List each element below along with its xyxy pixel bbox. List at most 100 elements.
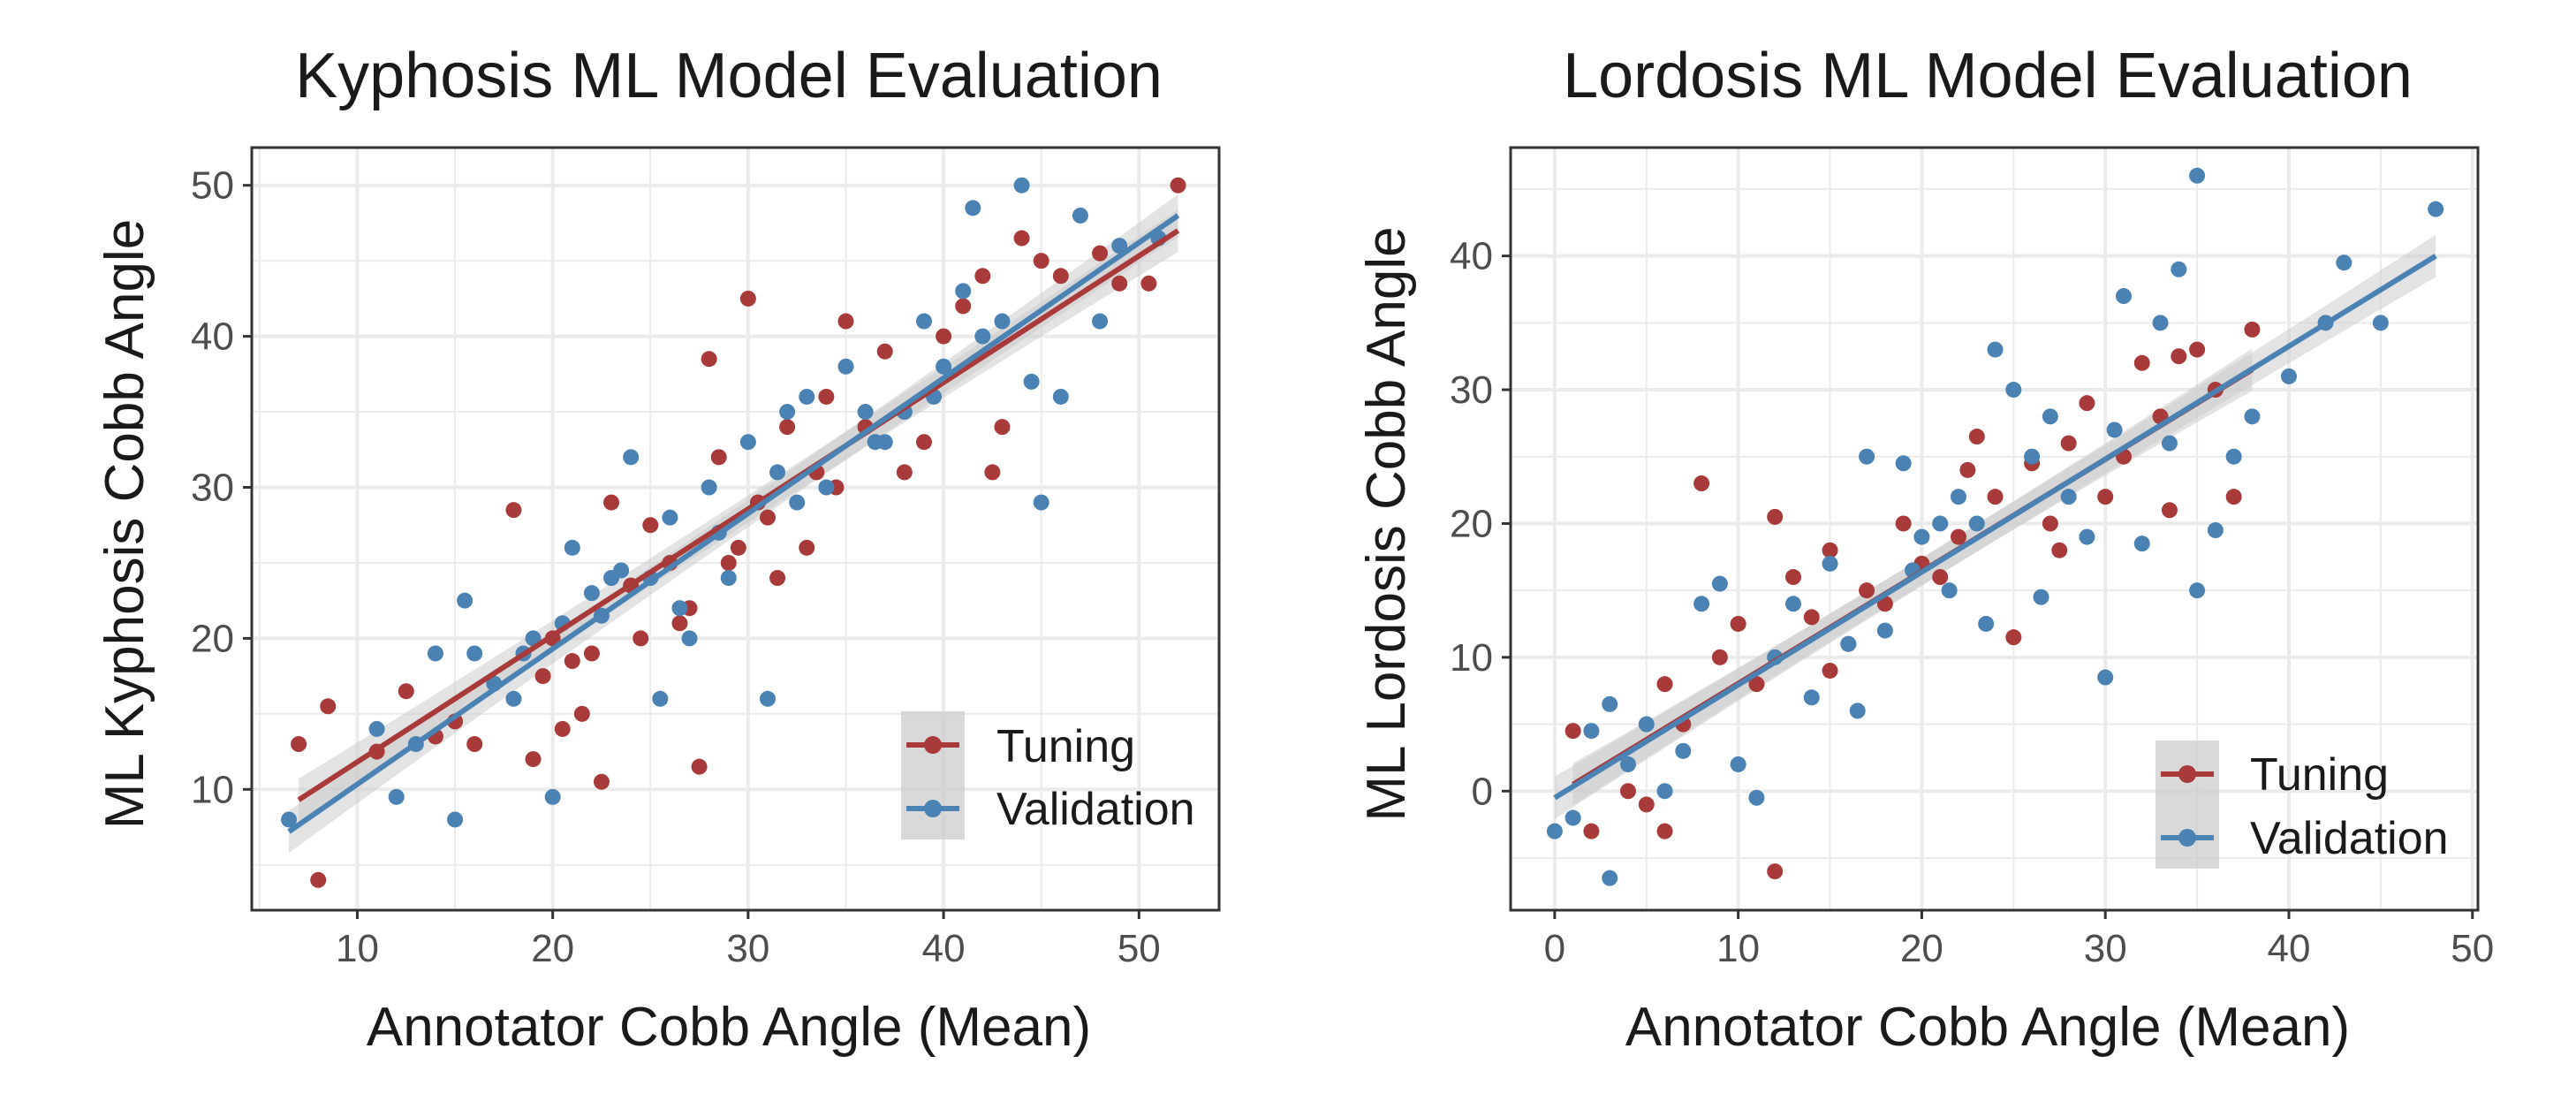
lordosis-point-validation [2115, 288, 2132, 305]
lordosis-point-tuning [2133, 354, 2150, 371]
kyphosis-point-validation [701, 479, 717, 496]
kyphosis-point-validation [720, 570, 737, 587]
kyphosis-point-tuning [603, 494, 620, 511]
lordosis-point-validation [1822, 555, 1838, 572]
lordosis-point-tuning [1859, 582, 1875, 599]
kyphosis-point-tuning [583, 645, 600, 662]
kyphosis-x-tick-label: 50 [1118, 927, 1161, 970]
kyphosis-point-validation [1013, 177, 1030, 194]
kyphosis-point-validation [525, 630, 542, 647]
lordosis-point-tuning [1767, 508, 1784, 525]
kyphosis-point-validation [769, 464, 786, 481]
kyphosis-y-tick-label: 20 [191, 617, 234, 660]
kyphosis-point-tuning [984, 464, 1001, 481]
lordosis-point-validation [2207, 522, 2224, 539]
lordosis-point-validation [2133, 536, 2150, 552]
kyphosis-point-tuning [1013, 230, 1030, 247]
kyphosis-chart-title: Kyphosis ML Model Evaluation [295, 41, 1163, 111]
lordosis-point-validation [1941, 582, 1958, 599]
lordosis-y-tick-label: 30 [1450, 368, 1493, 412]
kyphosis-point-tuning [1140, 275, 1157, 292]
kyphosis-y-tick-label: 50 [191, 164, 234, 208]
kyphosis-point-validation [457, 592, 474, 609]
kyphosis-point-validation [818, 479, 835, 496]
kyphosis-point-tuning [505, 502, 522, 519]
lordosis-point-validation [2280, 368, 2297, 384]
lordosis-point-validation [2336, 254, 2352, 271]
lordosis-x-tick-label: 0 [1544, 927, 1565, 970]
lordosis-point-tuning [2189, 341, 2206, 358]
kyphosis-point-tuning [1170, 177, 1186, 194]
kyphosis-point-validation [466, 645, 483, 662]
lordosis-legend-validation: Validation [2250, 813, 2449, 864]
kyphosis-point-tuning [525, 751, 542, 768]
kyphosis-x-tick-label: 20 [531, 927, 574, 970]
lordosis-point-validation [2225, 448, 2242, 465]
kyphosis-plot-panel: 10 20 30 40 50 10 20 30 40 50 [191, 146, 1221, 970]
kyphosis-point-tuning [671, 615, 688, 632]
kyphosis-legend-key-point-validation [924, 800, 942, 817]
kyphosis-point-validation [681, 630, 698, 647]
kyphosis-point-tuning [320, 698, 337, 715]
lordosis-point-tuning [1822, 542, 1838, 558]
kyphosis-point-validation [1111, 238, 1128, 254]
kyphosis-point-tuning [642, 517, 659, 534]
kyphosis-point-tuning [955, 298, 972, 315]
lordosis-point-tuning [1748, 676, 1765, 693]
lordosis-point-tuning [1950, 528, 1966, 545]
lordosis-point-tuning [2097, 489, 2114, 505]
lordosis-point-tuning [1987, 489, 2004, 505]
kyphosis-point-validation [447, 811, 464, 828]
kyphosis-fit-line-validation [287, 213, 1180, 834]
kyphosis-y-tick-label: 10 [191, 768, 234, 811]
kyphosis-point-tuning [1092, 245, 1109, 262]
kyphosis-legend-tuning: Tuning [996, 721, 1135, 772]
kyphosis-point-validation [388, 788, 405, 805]
kyphosis-y-tick-label: 30 [191, 467, 234, 510]
kyphosis-point-validation [505, 690, 522, 707]
kyphosis-point-validation [1023, 373, 1040, 390]
lordosis-point-validation [2189, 167, 2206, 184]
lordosis-point-validation [1849, 703, 1866, 719]
kyphosis-point-validation [955, 283, 972, 300]
kyphosis-point-tuning [876, 343, 893, 360]
lordosis-point-validation [1913, 528, 1930, 545]
lordosis-point-validation [2152, 315, 2169, 331]
lordosis-x-tick-label: 20 [1900, 927, 1943, 970]
lordosis-plot-panel: 0 10 20 30 40 50 0 10 20 30 40 [1450, 146, 2494, 970]
lordosis-y-axis-label: ML Lordosis Cobb Angle [1356, 226, 1417, 821]
lordosis-point-tuning [1803, 609, 1820, 626]
lordosis-y-tick-label: 0 [1472, 770, 1493, 813]
kyphosis-point-tuning [915, 434, 932, 451]
kyphosis-point-tuning [691, 758, 708, 775]
lordosis-point-tuning [1767, 863, 1784, 880]
lordosis-point-validation [1748, 789, 1765, 806]
lordosis-point-validation [1968, 515, 1985, 532]
kyphosis-x-tick-label: 10 [336, 927, 379, 970]
lordosis-point-tuning [1693, 475, 1710, 492]
kyphosis-point-tuning [769, 570, 786, 587]
lordosis-point-tuning [2171, 348, 2187, 365]
kyphosis-x-axis-label: Annotator Cobb Angle (Mean) [367, 997, 1091, 1058]
lordosis-point-validation [1675, 742, 1692, 759]
lordosis-point-validation [1803, 689, 1820, 706]
kyphosis-point-tuning [310, 871, 327, 888]
lordosis-point-validation [1583, 723, 1600, 740]
lordosis-point-tuning [1638, 796, 1655, 813]
lordosis-legend-key-point-tuning [2178, 765, 2196, 783]
kyphosis-point-validation [799, 388, 815, 405]
kyphosis-fit-line-tuning [297, 228, 1180, 802]
kyphosis-point-tuning [1052, 268, 1069, 285]
kyphosis-panel-border [250, 146, 1221, 912]
lordosis-legend-key-background [2156, 741, 2219, 869]
kyphosis-point-validation [671, 600, 688, 617]
kyphosis-point-tuning [760, 509, 776, 526]
lordosis-x-tick-label: 10 [1716, 927, 1760, 970]
lordosis-point-tuning [1565, 723, 1581, 740]
kyphosis-point-tuning [779, 419, 796, 436]
lordosis-point-tuning [1656, 823, 1673, 839]
lordosis-point-tuning [1895, 515, 1912, 532]
kyphosis-point-tuning [994, 419, 1011, 436]
kyphosis-point-tuning [554, 720, 571, 737]
